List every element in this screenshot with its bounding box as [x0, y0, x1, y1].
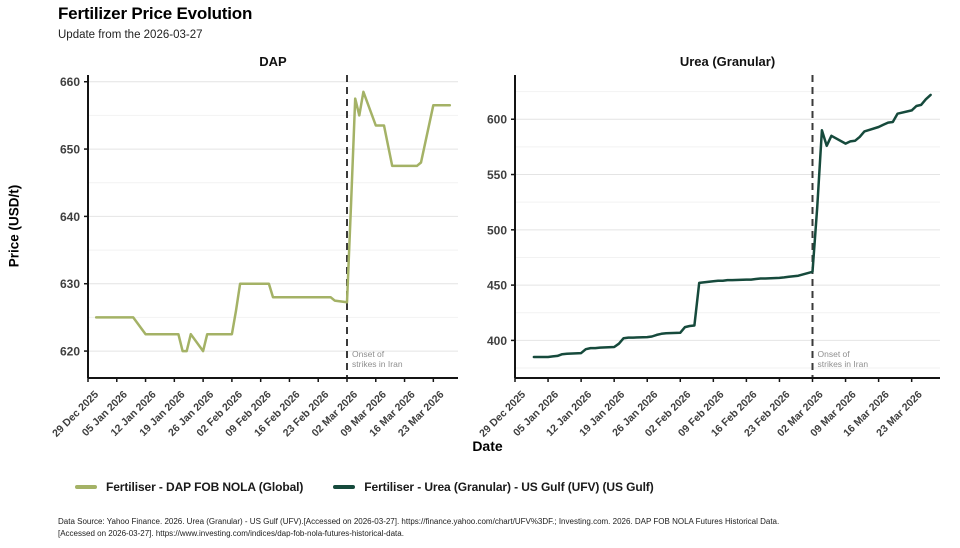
chart-title-urea-granular: Urea (Granular) — [680, 54, 775, 69]
header: Fertilizer Price Evolution Update from t… — [58, 4, 252, 41]
y-tick-label: 620 — [60, 345, 80, 359]
y-tick-label: 660 — [60, 75, 80, 89]
y-tick-label: 500 — [487, 223, 507, 237]
legend-swatch-icon — [75, 485, 97, 489]
legend-item-0: Fertiliser - DAP FOB NOLA (Global) — [75, 480, 303, 494]
legend-label: Fertiliser - Urea (Granular) - US Gulf (… — [364, 480, 654, 494]
annotation-text-line2: strikes in Iran — [352, 359, 403, 369]
data-source-note: Data Source: Yahoo Finance. 2026. Urea (… — [58, 516, 950, 540]
annotation-text-line1: Onset of — [818, 349, 851, 359]
y-axis-label: Price (USD/t) — [6, 184, 22, 268]
y-tick-label: 650 — [60, 143, 80, 157]
legend: Fertiliser - DAP FOB NOLA (Global) Fertil… — [75, 480, 654, 494]
urea-granular-series-line — [532, 93, 932, 359]
chart-dap: Onset of strikes in Iran 620 630 640 650 660 29… — [30, 50, 460, 460]
charts-row: Onset of strikes in Iran 620 630 640 650 660 29… — [30, 50, 945, 460]
page-title: Fertilizer Price Evolution — [58, 4, 253, 23]
legend-label: Fertiliser - DAP FOB NOLA (Global) — [106, 480, 304, 494]
dap-series-line — [94, 90, 452, 353]
y-tick-label: 550 — [487, 168, 507, 182]
y-tick-label: 640 — [60, 210, 80, 224]
legend-swatch-icon — [333, 485, 356, 489]
x-axis-label: Date — [472, 438, 503, 454]
chart-title-dap: DAP — [259, 54, 287, 69]
y-tick-label: 450 — [487, 279, 507, 293]
page-subtitle: Update from the 2026-03-27 — [58, 29, 203, 41]
annotation-text-line2: strikes in Iran — [818, 359, 869, 369]
legend-item-1: Fertiliser - Urea (Granular) - US Gulf (… — [333, 480, 654, 494]
y-tick-label: 400 — [487, 334, 507, 348]
annotation-text-line1: Onset of — [352, 349, 385, 359]
data-source-line-1: Data Source: Yahoo Finance. 2026. Urea (… — [58, 517, 780, 526]
y-tick-label: 600 — [487, 113, 507, 127]
y-tick-label: 630 — [60, 277, 80, 291]
chart-urea: Onset of strikes in Iran 400 450 500 550 600 29… — [477, 50, 945, 460]
data-source-line-2: [Accessed on 2026-03-27]. https://www.in… — [58, 529, 404, 538]
